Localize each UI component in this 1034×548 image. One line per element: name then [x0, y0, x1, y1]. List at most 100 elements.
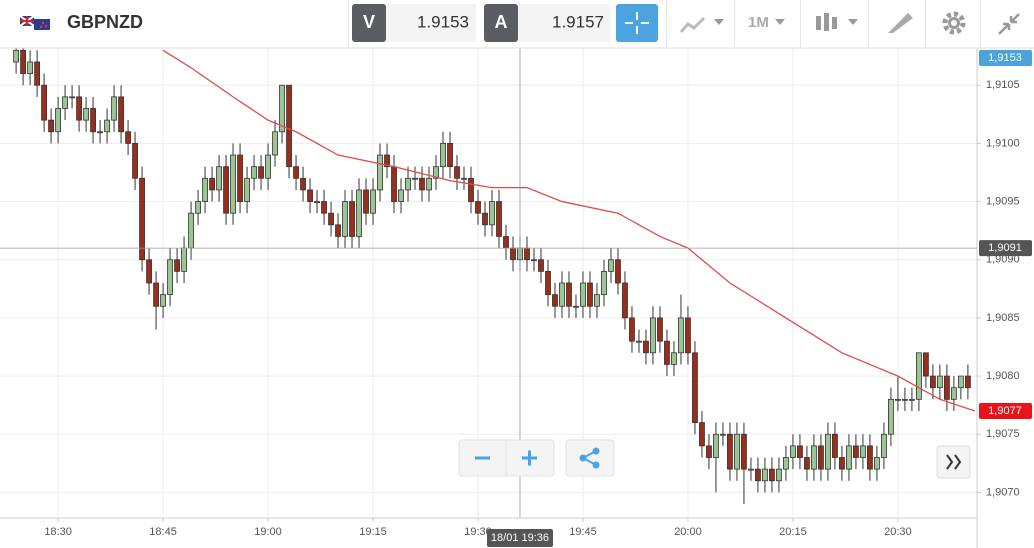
flag [19, 15, 50, 30]
candle-body [755, 468, 761, 482]
candle-body [545, 270, 551, 296]
timeframe[interactable]: 1M [748, 14, 769, 31]
divider [734, 0, 735, 48]
y-tick-label: 1,9105 [986, 79, 1020, 91]
candle-body [433, 166, 439, 179]
collapse-button[interactable] [998, 13, 1020, 35]
candle-body [447, 142, 453, 168]
candle-body [279, 84, 285, 133]
candle-body [629, 317, 635, 342]
bid-box[interactable] [352, 4, 386, 42]
candle-body [405, 177, 411, 191]
ask-value-box [518, 4, 610, 42]
time-label: 18/01 19:36 [491, 532, 549, 544]
time-label-box [486, 529, 553, 547]
candle-body [930, 375, 936, 389]
candle-body [482, 212, 488, 226]
candle-body [258, 166, 264, 179]
candle-body [307, 189, 313, 202]
candle-body [300, 177, 306, 191]
price-label: 1,9091 [988, 242, 1022, 254]
candle-body [55, 108, 61, 133]
candle-type-button[interactable] [816, 13, 858, 31]
candle-body [839, 457, 845, 470]
candle-body [664, 340, 670, 365]
candle-body [531, 259, 537, 262]
scroll-right-button[interactable] [936, 445, 971, 479]
candle-body [104, 119, 110, 133]
candle-body [699, 422, 705, 447]
price-label-box [979, 402, 1032, 419]
candle-body [748, 468, 754, 471]
candle-body [265, 154, 271, 179]
candle-body [202, 177, 208, 202]
candle-body [419, 177, 425, 191]
candle-body [27, 61, 33, 74]
share-button[interactable] [565, 439, 615, 477]
candle-body [335, 224, 341, 237]
candle-body [83, 108, 89, 121]
y-tick-label: 1,9095 [986, 195, 1020, 207]
candle-body [951, 387, 957, 400]
candle-body [118, 96, 124, 133]
candle-body [321, 201, 327, 214]
crosshair-icon [625, 12, 649, 34]
candle-body [881, 433, 887, 458]
candle-body [349, 201, 355, 237]
candle-body [20, 49, 26, 74]
candle-body [720, 433, 726, 436]
crosshair-button[interactable] [616, 4, 658, 42]
candle-body [790, 445, 796, 458]
plot [0, 48, 977, 518]
divider [980, 0, 981, 48]
candle-body [237, 154, 243, 202]
candle-body [510, 247, 516, 261]
candle-body [636, 340, 642, 343]
candle-body [503, 236, 509, 249]
candle-body [783, 457, 789, 470]
candle-body [153, 282, 159, 307]
chart-type-button[interactable] [679, 16, 724, 33]
candle-body [111, 96, 117, 121]
zoom-in-button[interactable] [522, 450, 537, 466]
candle-body [622, 282, 628, 319]
divider [666, 0, 667, 48]
candle-body [13, 49, 19, 63]
candle-body [594, 294, 600, 307]
draw-button[interactable] [888, 13, 913, 33]
candle-body [965, 375, 971, 389]
candle-body [776, 468, 782, 482]
candle-body [958, 375, 964, 389]
y-tick-label: 1,9070 [986, 486, 1020, 498]
candle-body [76, 96, 82, 121]
candle-body [356, 189, 362, 237]
candle-body [69, 96, 75, 99]
candle-body [944, 375, 950, 400]
candle-body [342, 201, 348, 237]
bid-label: V [363, 12, 375, 32]
candle-body [244, 177, 250, 202]
candle-body [685, 317, 691, 354]
candle-body [580, 282, 586, 307]
candle-body [706, 445, 712, 458]
candle-body [895, 398, 901, 401]
candle-body [846, 445, 852, 470]
x-tick-label: 19:15 [359, 526, 387, 538]
candle-body [48, 119, 54, 133]
y-tick-label: 1,9100 [986, 137, 1020, 149]
candle-body [426, 177, 432, 191]
candle-body [657, 317, 663, 342]
candle-body [587, 282, 593, 307]
candle-body [391, 166, 397, 202]
ask-box[interactable] [484, 4, 518, 42]
candle-body [174, 259, 180, 272]
candle-body [566, 282, 572, 307]
candle-body [818, 445, 824, 470]
candle-body [874, 457, 880, 470]
settings-button[interactable] [942, 11, 966, 35]
candle-body [132, 142, 138, 179]
candle-body [832, 433, 838, 458]
x-tick-label: 18:45 [149, 526, 177, 538]
candle-body [139, 177, 145, 261]
divider [348, 0, 349, 48]
